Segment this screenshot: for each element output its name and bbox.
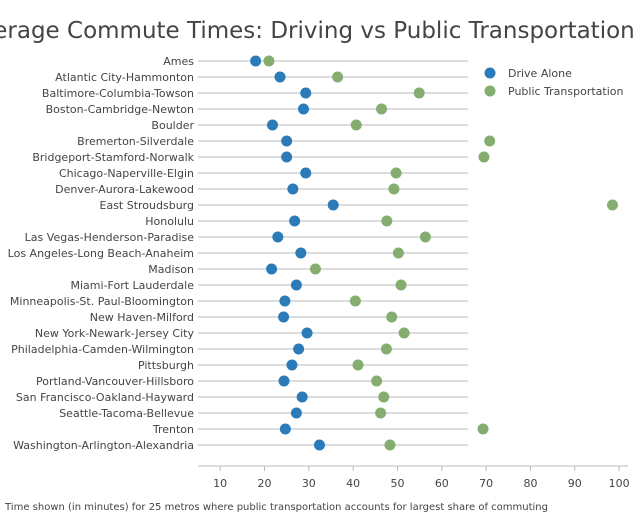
- metro-label: New Haven-Milford: [90, 311, 194, 324]
- metro-label: New York-Newark-Jersey City: [35, 327, 195, 340]
- x-tick-label: 10: [213, 477, 227, 490]
- metro-label: Washington-Arlington-Alexandria: [13, 439, 194, 452]
- public-transport-point[interactable]: [380, 343, 392, 355]
- metro-label: East Stroudsburg: [100, 199, 195, 212]
- drive-alone-point[interactable]: [279, 295, 291, 307]
- metro-label: Baltimore-Columbia-Towson: [42, 87, 194, 100]
- metro-label: Las Vegas-Henderson-Paradise: [25, 231, 195, 244]
- drive-alone-point[interactable]: [274, 71, 286, 83]
- public-transport-point[interactable]: [349, 295, 361, 307]
- public-transport-point[interactable]: [395, 279, 407, 291]
- legend-drive-alone-marker[interactable]: [484, 67, 496, 79]
- drive-alone-point[interactable]: [278, 311, 290, 323]
- drive-alone-point[interactable]: [290, 279, 302, 291]
- drive-alone-point[interactable]: [287, 183, 299, 195]
- drive-alone-point[interactable]: [281, 135, 293, 147]
- drive-alone-point[interactable]: [290, 407, 302, 419]
- x-tick-label: 40: [346, 477, 360, 490]
- public-transport-point[interactable]: [332, 71, 344, 83]
- drive-alone-point[interactable]: [293, 343, 305, 355]
- metro-label: Denver-Aurora-Lakewood: [55, 183, 194, 196]
- metro-label: Atlantic City-Hammonton: [55, 71, 194, 84]
- drive-alone-point[interactable]: [278, 375, 290, 387]
- legend: Drive Alone Public Transportation: [484, 67, 624, 98]
- legend-public-transport-marker[interactable]: [484, 85, 496, 97]
- public-transport-point[interactable]: [371, 375, 383, 387]
- metro-label: San Francisco-Oakland-Hayward: [16, 391, 194, 404]
- public-transport-point[interactable]: [352, 359, 364, 371]
- drive-alone-point[interactable]: [301, 327, 313, 339]
- drive-alone-point[interactable]: [281, 151, 293, 163]
- x-tick-label: 80: [523, 477, 537, 490]
- chart-title: Average Commute Times: Driving vs Public…: [0, 18, 635, 44]
- metro-label: Ames: [163, 55, 194, 68]
- public-transport-point[interactable]: [309, 263, 321, 275]
- public-transport-point[interactable]: [390, 167, 402, 179]
- x-axis: 10 20 30 40 50 60 70 80 90 100: [198, 465, 630, 490]
- public-transport-point[interactable]: [376, 103, 388, 115]
- public-transport-point[interactable]: [381, 215, 393, 227]
- metro-label: Boulder: [151, 119, 194, 132]
- drive-alone-point[interactable]: [279, 423, 291, 435]
- metro-label: Los Angeles-Long Beach-Anaheim: [8, 247, 194, 260]
- x-tick-label: 30: [302, 477, 316, 490]
- metro-label: Pittsburgh: [138, 359, 194, 372]
- public-transport-point[interactable]: [398, 327, 410, 339]
- drive-alone-point[interactable]: [272, 231, 284, 243]
- legend-drive-alone-label[interactable]: Drive Alone: [508, 67, 572, 80]
- metro-label: Trenton: [152, 423, 194, 436]
- drive-alone-point[interactable]: [313, 439, 325, 451]
- drive-alone-point[interactable]: [295, 247, 307, 259]
- public-transport-point[interactable]: [392, 247, 404, 259]
- x-tick-label: 20: [257, 477, 271, 490]
- drive-alone-point[interactable]: [266, 119, 278, 131]
- drive-alone-point[interactable]: [266, 263, 278, 275]
- metro-label: Chicago-Naperville-Elgin: [59, 167, 194, 180]
- metro-label: Seattle-Tacoma-Bellevue: [59, 407, 194, 420]
- drive-alone-point[interactable]: [286, 359, 298, 371]
- x-tick-label: 90: [568, 477, 582, 490]
- drive-alone-point[interactable]: [327, 199, 339, 211]
- metro-label: Portland-Vancouver-Hillsboro: [36, 375, 194, 388]
- drive-alone-point[interactable]: [300, 167, 312, 179]
- metro-label: Madison: [148, 263, 194, 276]
- metro-label: Bridgeport-Stamford-Norwalk: [32, 151, 194, 164]
- public-transport-point[interactable]: [388, 183, 400, 195]
- x-tick-label: 50: [390, 477, 404, 490]
- public-transport-point[interactable]: [477, 423, 489, 435]
- metro-label: Boston-Cambridge-Newton: [46, 103, 194, 116]
- x-tick-label: 60: [435, 477, 449, 490]
- metro-label: Minneapolis-St. Paul-Bloomington: [10, 295, 194, 308]
- chart-caption: Time shown (in minutes) for 25 metros wh…: [4, 502, 548, 513]
- public-transport-point[interactable]: [263, 55, 275, 67]
- metro-rows: Ames Atlantic City-Hammonton Baltimore-Col…: [8, 55, 618, 452]
- metro-label: Miami-Fort Lauderdale: [71, 279, 195, 292]
- x-tick-label: 70: [479, 477, 493, 490]
- legend-public-transport-label[interactable]: Public Transportation: [508, 85, 624, 98]
- metro-label: Honolulu: [145, 215, 194, 228]
- metro-label: Philadelphia-Camden-Wilmington: [11, 343, 194, 356]
- public-transport-point[interactable]: [606, 199, 618, 211]
- drive-alone-point[interactable]: [296, 391, 308, 403]
- public-transport-point[interactable]: [478, 151, 490, 163]
- public-transport-point[interactable]: [386, 311, 398, 323]
- drive-alone-point[interactable]: [300, 87, 312, 99]
- x-tick-label: 100: [609, 477, 630, 490]
- metro-label: Bremerton-Silverdale: [77, 135, 194, 148]
- drive-alone-point[interactable]: [298, 103, 310, 115]
- public-transport-point[interactable]: [484, 135, 496, 147]
- public-transport-point[interactable]: [350, 119, 362, 131]
- public-transport-point[interactable]: [378, 391, 390, 403]
- public-transport-point[interactable]: [413, 87, 425, 99]
- public-transport-point[interactable]: [384, 439, 396, 451]
- drive-alone-point[interactable]: [289, 215, 301, 227]
- drive-alone-point[interactable]: [250, 55, 262, 67]
- public-transport-point[interactable]: [419, 231, 431, 243]
- public-transport-point[interactable]: [375, 407, 387, 419]
